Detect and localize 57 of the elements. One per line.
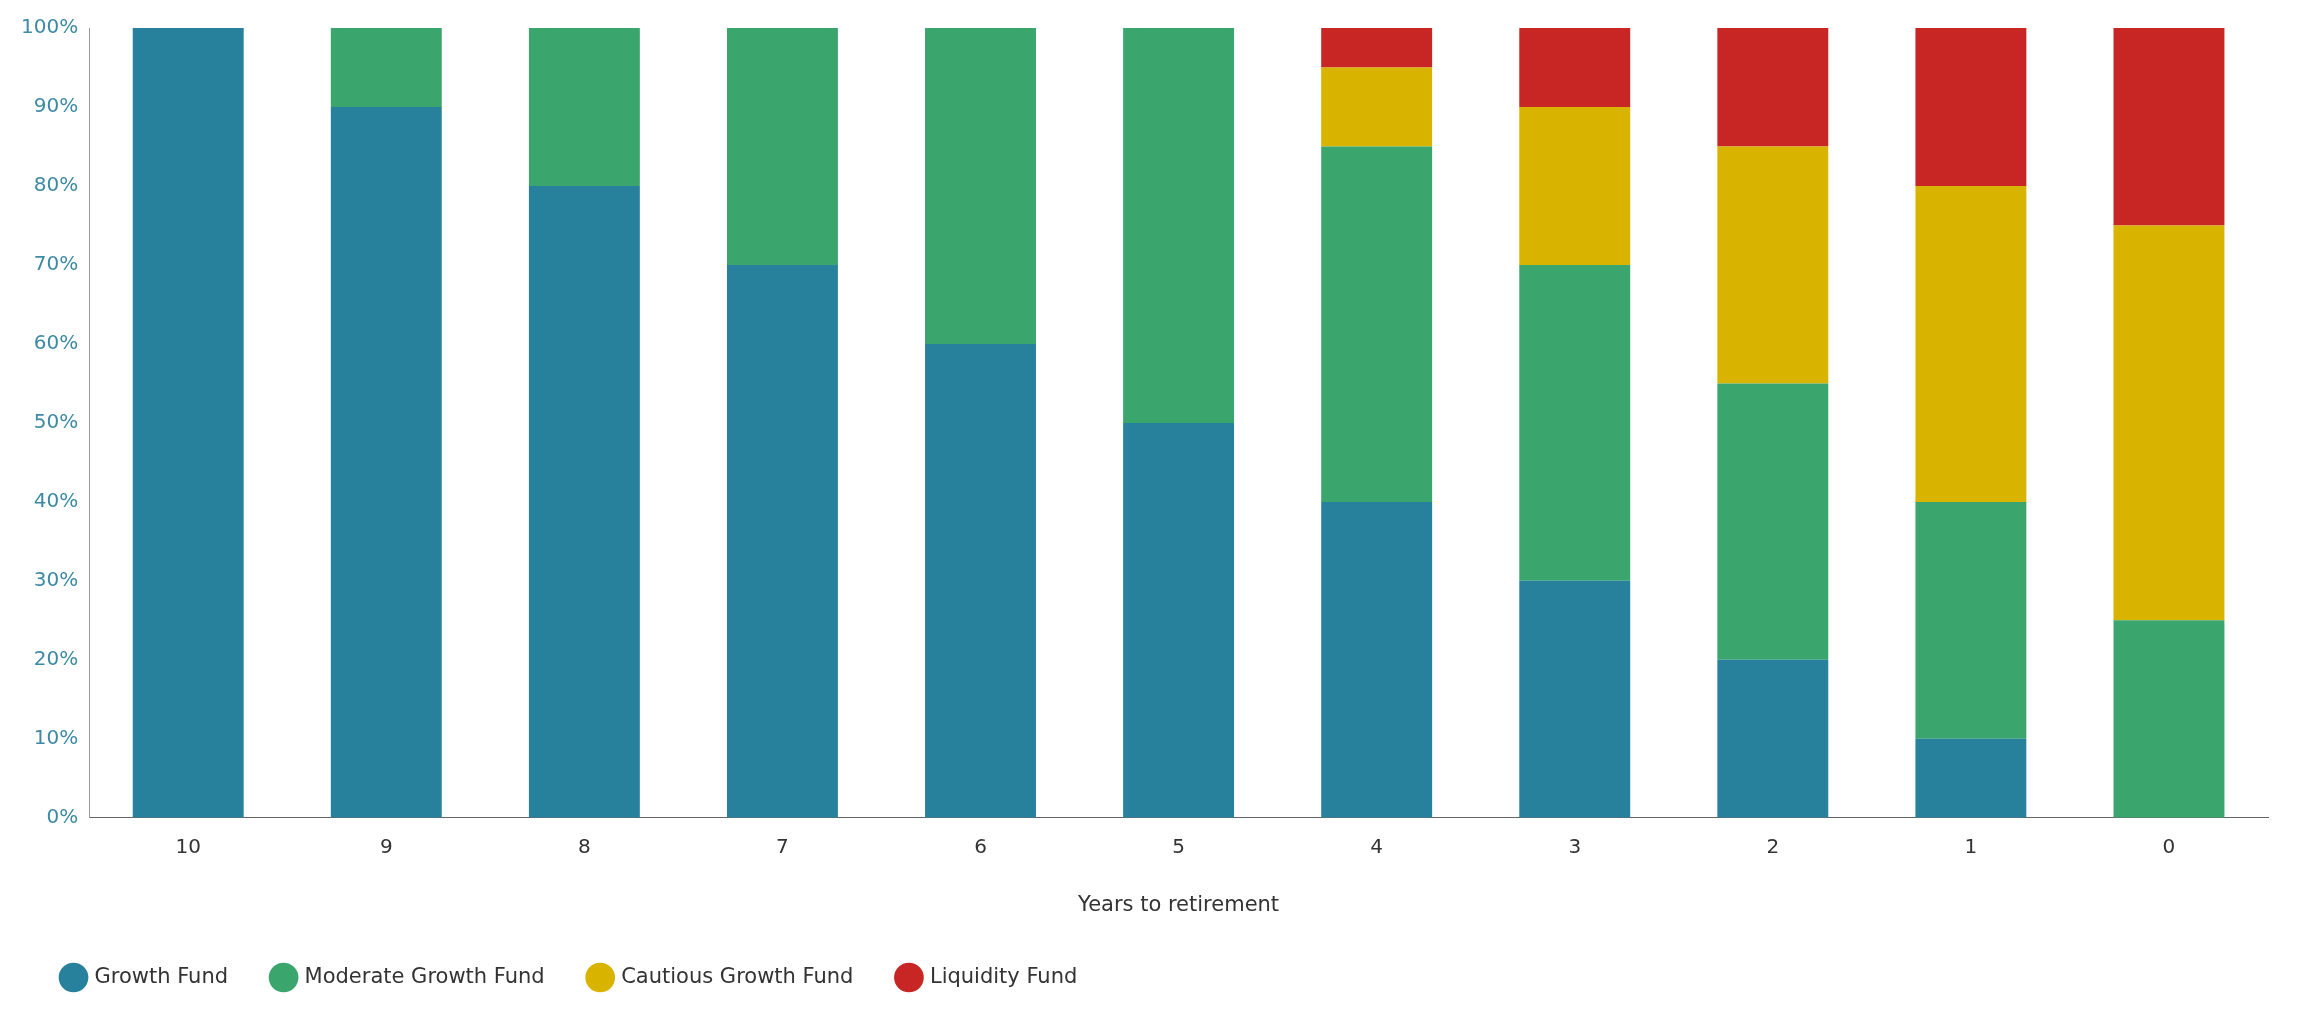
legend-label: Growth Fund (94, 963, 229, 988)
bar (528, 185, 640, 818)
bar (925, 28, 1036, 344)
x-tick-label: 7 (776, 834, 789, 858)
bar (1915, 28, 2027, 186)
bar (726, 28, 838, 265)
bar (1717, 146, 1829, 384)
legend-label: Moderate Growth Fund (304, 963, 545, 988)
y-tick-label: 70% (33, 251, 79, 276)
bar (1321, 146, 1433, 502)
bar (1123, 422, 1235, 818)
bar (2113, 28, 2225, 226)
y-tick-label: 60% (33, 330, 79, 355)
bar (1519, 106, 1631, 265)
bar (528, 28, 640, 186)
x-tick-label: 0 (2162, 834, 2176, 858)
bar (1519, 264, 1631, 581)
bar (1717, 383, 1829, 660)
bar (925, 343, 1036, 818)
bar (132, 28, 244, 818)
y-tick-label: 0% (46, 804, 79, 828)
bar (1519, 28, 1631, 107)
bar (1717, 28, 1829, 147)
x-tick-label: 4 (1370, 834, 1384, 858)
x-tick-label: 10 (175, 834, 201, 858)
y-tick-label: 50% (33, 409, 79, 434)
bar (1915, 738, 2027, 818)
bar (1717, 659, 1829, 818)
bar (330, 106, 442, 818)
bar (1321, 501, 1433, 818)
bar (1519, 580, 1631, 818)
y-tick-label: 30% (33, 567, 79, 592)
bar (726, 264, 838, 818)
y-tick-label: 10% (33, 725, 79, 750)
y-tick-label: 20% (33, 646, 79, 671)
bar (1321, 28, 1433, 68)
x-tick-label: 8 (578, 834, 591, 858)
x-tick-label: 2 (1766, 834, 1780, 858)
bar (1915, 185, 2027, 502)
bar (2113, 225, 2225, 621)
x-tick-label: 9 (379, 834, 393, 858)
x-tick-label: 6 (974, 834, 987, 858)
x-tick-label: 5 (1172, 834, 1185, 858)
bar (1915, 501, 2027, 739)
bar (2113, 620, 2225, 818)
x-axis-title: Years to retirement (1077, 891, 1280, 916)
y-tick-label: 100% (20, 14, 79, 39)
y-tick-label: 80% (33, 172, 79, 197)
legend-label: Cautious Growth Fund (621, 963, 854, 988)
legend-label: Liquidity Fund (929, 963, 1078, 988)
bar (1321, 67, 1433, 147)
y-tick-label: 40% (33, 488, 79, 513)
bar (330, 28, 442, 107)
bar (1123, 28, 1235, 423)
x-tick-label: 1 (1964, 834, 1978, 858)
x-tick-label: 3 (1568, 834, 1582, 858)
y-tick-label: 90% (33, 93, 79, 118)
